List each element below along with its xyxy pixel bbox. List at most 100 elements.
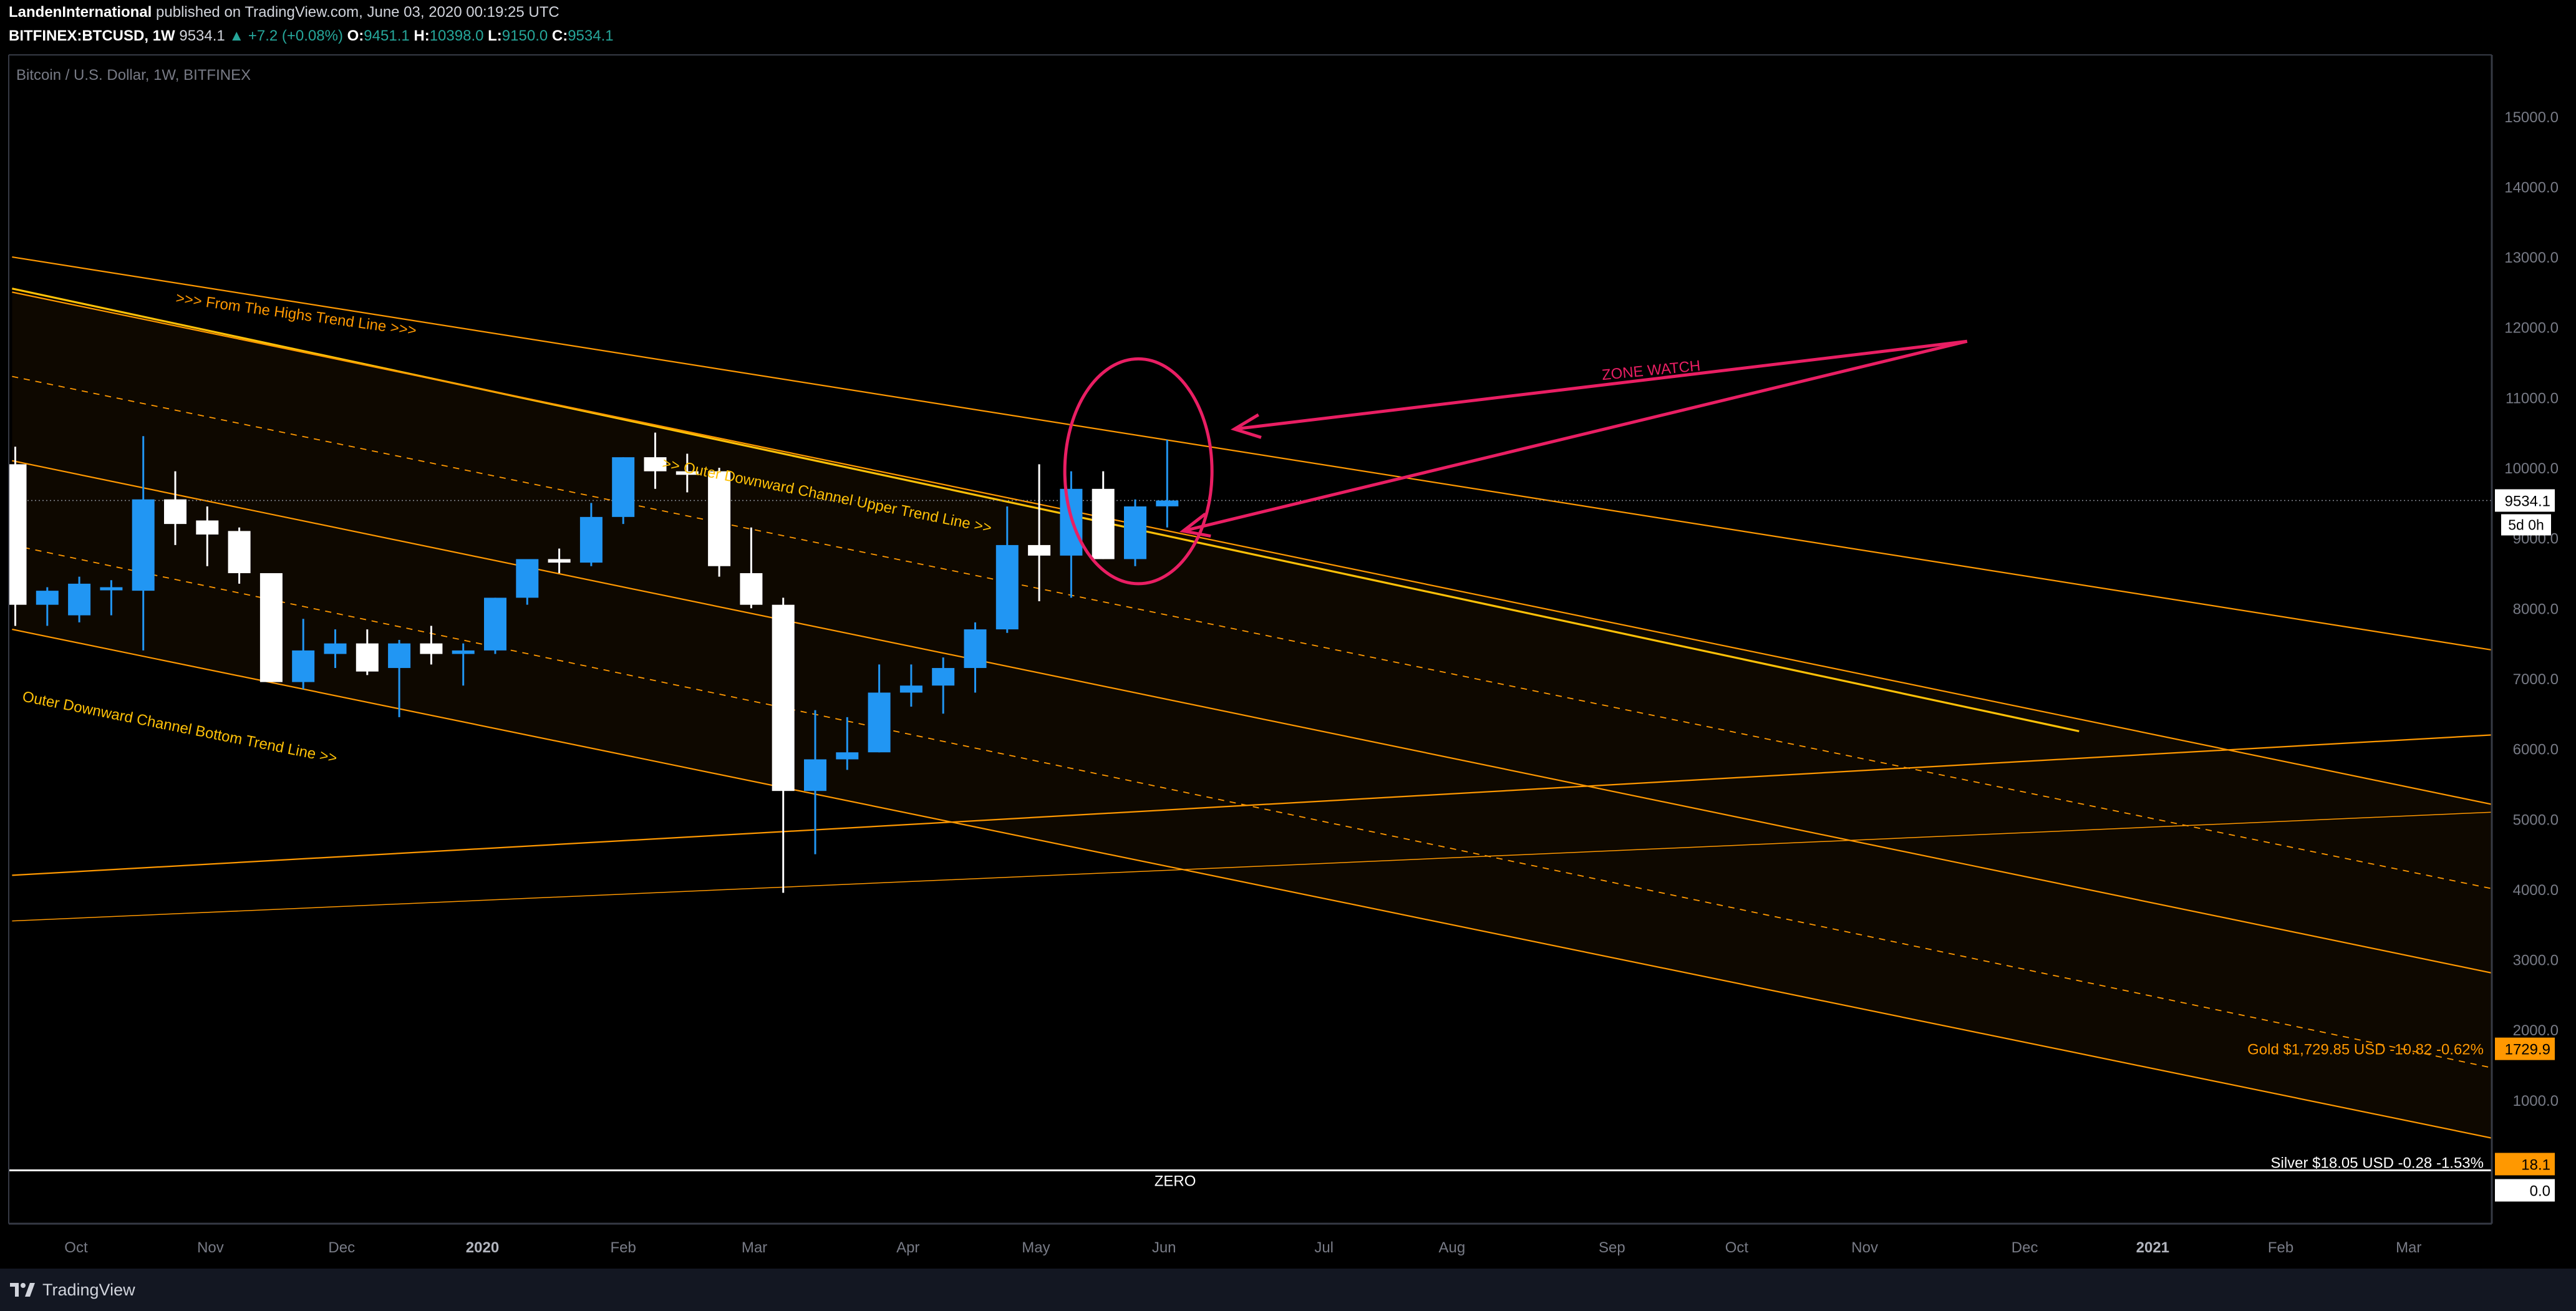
time-axis-label: Aug — [1439, 1239, 1466, 1256]
candle-body[interactable] — [196, 520, 219, 535]
time-axis-label: 2020 — [466, 1239, 499, 1256]
zone-watch-arrow[interactable] — [1183, 339, 1968, 533]
candle-body[interactable] — [836, 752, 859, 760]
open-label: O: — [347, 27, 364, 44]
gold-quote: Gold $1,729.85 USD -10.82 -0.62% — [2247, 1042, 2484, 1058]
zone-watch-arrow[interactable] — [1234, 339, 1968, 431]
price-axis-label: 5000.0 — [2513, 811, 2559, 828]
candle-body[interactable] — [36, 591, 59, 605]
candle-body[interactable] — [484, 597, 506, 651]
candle-body[interactable] — [420, 643, 443, 654]
candle-body[interactable] — [4, 464, 27, 605]
countdown-tag: 5d 0h — [2508, 516, 2544, 533]
price-axis-label: 4000.0 — [2513, 882, 2559, 899]
time-axis-label: Nov — [1851, 1239, 1878, 1256]
trend-line[interactable] — [12, 629, 2495, 1139]
candle-body[interactable] — [100, 587, 123, 591]
time-axis-label: Jul — [1314, 1239, 1334, 1256]
time-axis-label: Sep — [1599, 1239, 1625, 1256]
tradingview-logo-icon — [10, 1283, 35, 1297]
trend-line[interactable] — [12, 734, 2495, 876]
candle-body[interactable] — [579, 516, 603, 563]
open-value: 9451.1 — [364, 27, 410, 44]
countdown-tag-bg — [2501, 514, 2551, 536]
candle-body[interactable] — [259, 573, 283, 682]
symbol-label[interactable]: BITFINEX:BTCUSD, 1W — [9, 27, 175, 44]
price-axis-label: 11000.0 — [2506, 390, 2559, 407]
price-axis-label: 13000.0 — [2504, 249, 2559, 266]
last-price-tag-bg — [2495, 489, 2555, 512]
candle-body[interactable] — [132, 499, 155, 591]
candle-body[interactable] — [228, 531, 251, 573]
candle-body[interactable] — [612, 457, 635, 517]
candle-body[interactable] — [964, 629, 987, 669]
candle-body[interactable] — [772, 604, 795, 791]
low-label: L: — [488, 27, 502, 44]
candle-body[interactable] — [995, 544, 1019, 630]
time-axis-label: Mar — [2396, 1239, 2421, 1256]
trend-line[interactable] — [12, 544, 2495, 1068]
last-price-tag: 9534.1 — [2505, 493, 2550, 510]
candle-body[interactable] — [899, 685, 922, 693]
close-label: C: — [551, 27, 568, 44]
candle-body[interactable] — [388, 643, 411, 669]
trend-line[interactable] — [12, 288, 2080, 733]
candle-body[interactable] — [1028, 544, 1051, 556]
candle-body[interactable] — [740, 573, 763, 605]
price-axis-label: 15000.0 — [2504, 109, 2559, 126]
candle-body[interactable] — [516, 559, 539, 598]
trend-line[interactable] — [12, 291, 2495, 805]
candle-body[interactable] — [1124, 506, 1146, 559]
zone-watch-arrowhead — [1230, 413, 1262, 439]
price-axis-label: 8000.0 — [2513, 601, 2559, 617]
publish-info: published on TradingView.com, June 03, 2… — [156, 4, 559, 21]
tradingview-brand: TradingView — [42, 1280, 135, 1299]
publish-line: LandenInternational published on Trading… — [9, 4, 559, 21]
time-axis-label: Jun — [1152, 1239, 1176, 1256]
trend-line[interactable] — [12, 460, 2495, 974]
candle-body[interactable] — [1156, 500, 1179, 506]
chart-title: Bitcoin / U.S. Dollar, 1W, BITFINEX — [16, 67, 251, 84]
high-value: 10398.0 — [429, 27, 484, 44]
silver-price-tag: 18.1 — [2521, 1156, 2550, 1173]
time-axis-label: Feb — [611, 1239, 636, 1256]
price-axis-label: 10000.0 — [2504, 460, 2559, 477]
plot-area[interactable] — [9, 55, 2492, 1224]
candle-body[interactable] — [675, 471, 699, 475]
price-axis-label: 7000.0 — [2513, 671, 2559, 688]
candle-body[interactable] — [324, 643, 347, 654]
candle-body[interactable] — [452, 650, 475, 654]
zero-price-tag: 0.0 — [2530, 1183, 2550, 1200]
time-axis-label: May — [1022, 1239, 1050, 1256]
author-name[interactable]: LandenInternational — [9, 4, 152, 21]
candle-body[interactable] — [164, 499, 186, 525]
candle-body[interactable] — [932, 668, 955, 686]
candle-body[interactable] — [292, 650, 315, 682]
time-axis-label: Apr — [896, 1239, 919, 1256]
time-axis-label: Dec — [328, 1239, 355, 1256]
time-axis-label: 2021 — [2136, 1239, 2169, 1256]
candle-body[interactable] — [868, 692, 891, 753]
tradingview-logo[interactable]: TradingView — [9, 1279, 135, 1301]
gold-price-tag: 1729.9 — [2505, 1042, 2550, 1058]
candle-body[interactable] — [708, 471, 731, 566]
silver-quote: Silver $18.05 USD -0.28 -1.53% — [2270, 1154, 2484, 1171]
candle-body[interactable] — [804, 759, 826, 791]
footer-bar — [0, 1269, 2576, 1311]
trend-line[interactable] — [12, 375, 2495, 889]
close-value: 9534.1 — [568, 27, 614, 44]
candle-body[interactable] — [68, 583, 91, 616]
candle-body[interactable] — [548, 559, 571, 563]
price-axis-label: 6000.0 — [2513, 742, 2559, 758]
gold-price-tag-bg — [2495, 1037, 2555, 1060]
time-axis-label: Nov — [197, 1239, 224, 1256]
trend-line[interactable] — [12, 811, 2495, 922]
candle-body[interactable] — [1092, 488, 1115, 559]
trend-line[interactable] — [12, 256, 2495, 651]
zone-watch-circle[interactable] — [1063, 357, 1214, 586]
last-price: 9534.1 — [179, 27, 225, 44]
candle-body[interactable] — [356, 643, 379, 672]
candle-body[interactable] — [644, 457, 667, 472]
high-label: H: — [414, 27, 430, 44]
